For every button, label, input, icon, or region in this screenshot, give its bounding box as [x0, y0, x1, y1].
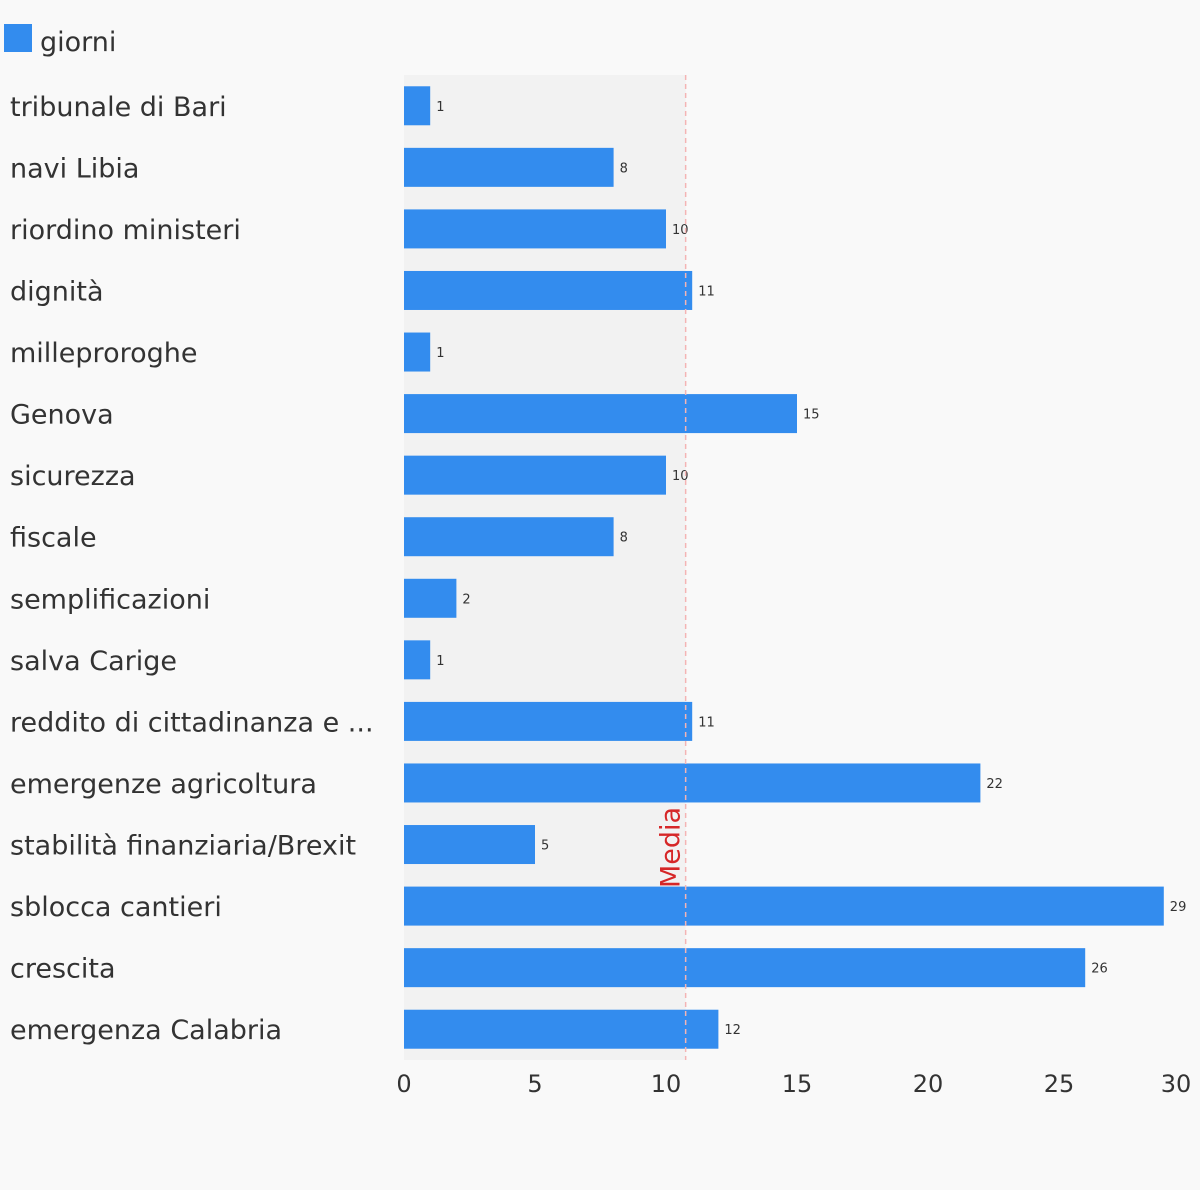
category-label: salva Carige	[10, 646, 177, 677]
bar-value-label: 2	[462, 592, 470, 607]
bar	[404, 825, 535, 865]
bars-group: tribunale di Bari 1 navi Libia 8 riordino mi…	[10, 86, 1187, 1049]
legend-label: giorni	[40, 27, 116, 58]
x-axis-ticks: 0 5 10 15 20 25 30	[396, 1070, 1191, 1098]
bar	[404, 394, 797, 434]
bar	[404, 701, 693, 741]
bar	[404, 209, 666, 249]
x-tick-label: 20	[913, 1070, 944, 1098]
category-label: crescita	[10, 954, 116, 985]
bar	[404, 948, 1086, 988]
bar	[404, 1009, 719, 1049]
bar-value-label: 1	[436, 100, 444, 115]
x-tick-label: 0	[396, 1070, 411, 1098]
bar	[404, 147, 614, 187]
bar	[404, 886, 1164, 926]
category-label: dignità	[10, 276, 104, 307]
bar-value-label: 11	[698, 715, 715, 730]
x-tick-label: 5	[527, 1070, 542, 1098]
x-tick-label: 25	[1044, 1070, 1075, 1098]
category-label: milleproroghe	[10, 338, 197, 369]
category-label: sicurezza	[10, 461, 136, 492]
category-label: semplificazioni	[10, 584, 210, 615]
bar-value-label: 26	[1091, 962, 1108, 977]
bar-value-label: 10	[672, 469, 689, 484]
category-label: reddito di cittadinanza e ...	[10, 707, 374, 738]
bar	[404, 332, 431, 372]
category-label: fiscale	[10, 523, 97, 554]
bar-value-label: 1	[436, 346, 444, 361]
reference-line-label: Media	[656, 807, 687, 888]
category-label: emergenza Calabria	[10, 1015, 282, 1046]
bar-value-label: 22	[986, 777, 1003, 792]
category-label: tribunale di Bari	[10, 92, 227, 123]
x-tick-label: 15	[782, 1070, 813, 1098]
bar-value-label: 8	[620, 161, 628, 176]
bar	[404, 578, 457, 618]
bar	[404, 640, 431, 680]
category-label: stabilità finanziaria/Brexit	[10, 831, 356, 862]
bar	[404, 763, 981, 803]
bar-value-label: 15	[803, 408, 820, 423]
bar-value-label: 5	[541, 839, 549, 854]
category-label: sblocca cantieri	[10, 892, 222, 923]
bar	[404, 517, 614, 557]
bar-value-label: 12	[724, 1023, 741, 1038]
bar	[404, 455, 666, 495]
bar	[404, 86, 431, 126]
bar-value-label: 8	[620, 531, 628, 546]
category-label: emergenze agricoltura	[10, 769, 317, 800]
legend-swatch	[4, 24, 32, 52]
bar	[404, 270, 693, 310]
bar-value-label: 1	[436, 654, 444, 669]
bar-value-label: 10	[672, 223, 689, 238]
x-tick-label: 10	[651, 1070, 682, 1098]
category-label: Genova	[10, 400, 114, 431]
bar-value-label: 29	[1170, 900, 1187, 915]
category-label: riordino ministeri	[10, 215, 241, 246]
reference-line-group: Media	[656, 75, 687, 1060]
category-label: navi Libia	[10, 153, 139, 184]
legend: giorni	[4, 24, 116, 58]
x-tick-label: 30	[1161, 1070, 1192, 1098]
bar-value-label: 11	[698, 284, 715, 299]
